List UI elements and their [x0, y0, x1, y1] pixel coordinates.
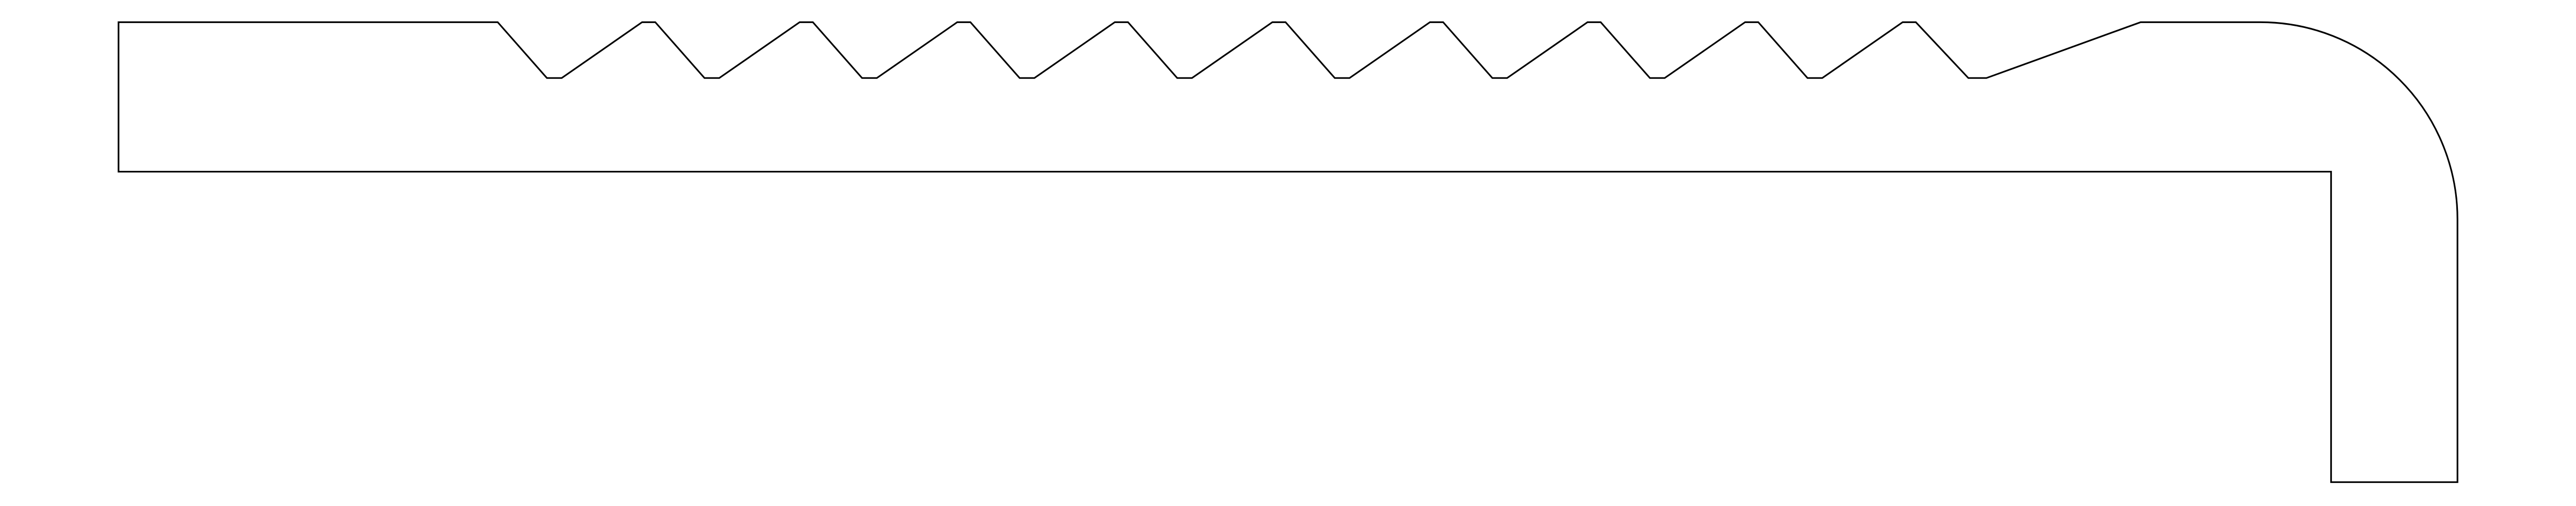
- profile-outline: [118, 21, 2458, 483]
